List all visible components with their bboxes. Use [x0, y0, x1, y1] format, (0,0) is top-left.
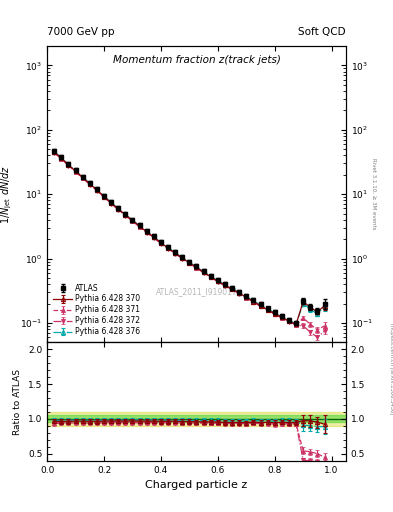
Text: mcplots.cern.ch [arXiv:1306.3436]: mcplots.cern.ch [arXiv:1306.3436] [389, 323, 393, 414]
Y-axis label: Ratio to ATLAS: Ratio to ATLAS [13, 369, 22, 435]
Legend: ATLAS, Pythia 6.428 370, Pythia 6.428 371, Pythia 6.428 372, Pythia 6.428 376: ATLAS, Pythia 6.428 370, Pythia 6.428 37… [51, 281, 143, 338]
Text: Soft QCD: Soft QCD [298, 27, 346, 37]
Y-axis label: $1/N_{\rm jet}\ dN/dz$: $1/N_{\rm jet}\ dN/dz$ [0, 164, 15, 224]
Text: ATLAS_2011_I919017: ATLAS_2011_I919017 [156, 287, 237, 296]
Text: Momentum fraction z(track jets): Momentum fraction z(track jets) [112, 55, 281, 65]
Y-axis label: Rivet 3.1.10, ≥ 3M events: Rivet 3.1.10, ≥ 3M events [371, 158, 376, 230]
Text: 7000 GeV pp: 7000 GeV pp [47, 27, 115, 37]
X-axis label: Charged particle z: Charged particle z [145, 480, 248, 490]
